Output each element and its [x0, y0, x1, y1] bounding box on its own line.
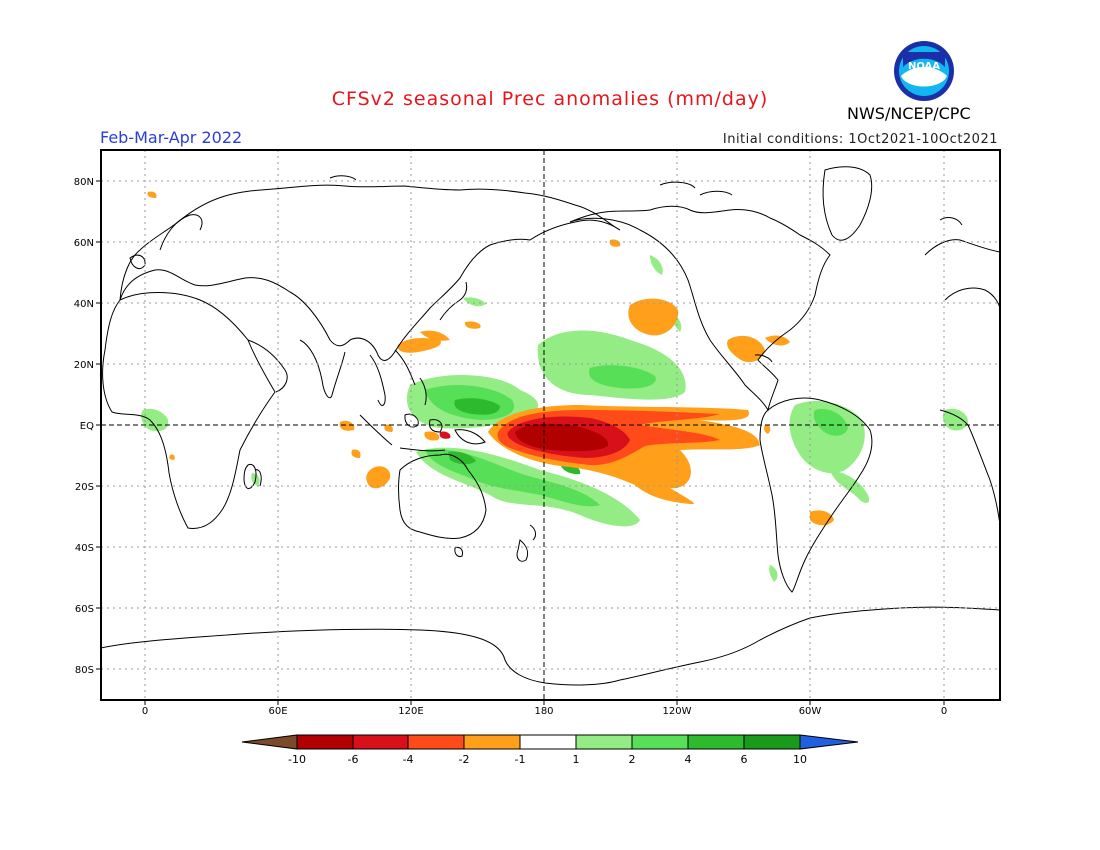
lat-label: 80N — [74, 177, 94, 188]
lon-label: 0 — [142, 706, 148, 717]
lon-label: 60E — [268, 706, 287, 717]
lat-label: 40S — [75, 543, 94, 554]
lon-label: 120E — [398, 706, 423, 717]
graticule — [101, 150, 1000, 700]
noaa-logo: NOAA — [894, 41, 954, 101]
map-title: CFSv2 seasonal Prec anomalies (mm/day) — [331, 88, 769, 110]
agency-label: NWS/NCEP/CPC — [847, 104, 971, 123]
lon-label: 60W — [799, 706, 822, 717]
forecast-period: Feb-Mar-Apr 2022 — [100, 128, 243, 147]
lat-label: 60N — [74, 238, 94, 249]
lon-label: 0 — [941, 706, 947, 717]
lon-axis: 0 60E 120E 180 120W 60W 0 — [142, 700, 947, 717]
lat-label: 80S — [75, 665, 94, 676]
lon-label: 120W — [663, 706, 692, 717]
lon-label: 180 — [534, 706, 553, 717]
lat-label: 20S — [75, 482, 94, 493]
coastlines — [101, 166, 1000, 686]
lat-label: 20N — [74, 360, 94, 371]
lat-label: 40N — [74, 299, 94, 310]
lat-axis: 80N 60N 40N 20N EQ 20S 40S 60S 80S — [74, 177, 101, 676]
lat-label: 60S — [75, 604, 94, 615]
anomaly-shading — [101, 166, 1000, 686]
reference-lines — [101, 150, 1000, 700]
lat-label: EQ — [80, 421, 94, 432]
logo-text: NOAA — [908, 61, 940, 72]
initial-conditions: Initial conditions: 1Oct2021-10Oct2021 — [722, 132, 998, 147]
